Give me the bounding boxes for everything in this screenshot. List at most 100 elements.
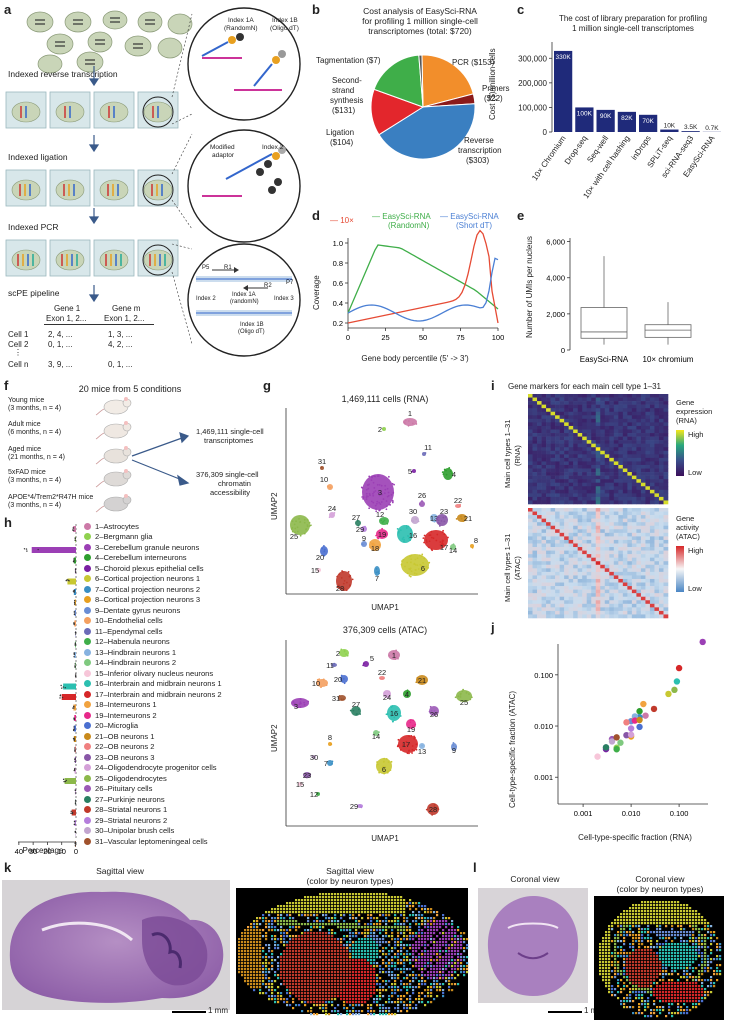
z3-index3: Index 3	[274, 296, 294, 302]
legend-swatch	[84, 522, 91, 530]
heatmap-cell	[613, 600, 619, 605]
spatial-spot	[349, 965, 352, 968]
matrix-divider	[44, 324, 154, 325]
heatmap-cell	[609, 525, 615, 530]
heatmap-cell	[618, 418, 624, 423]
heatmap-cell	[663, 610, 669, 615]
umap-point	[415, 518, 418, 521]
heatmap-cell	[604, 586, 610, 590]
umap-cluster-label: 21	[464, 514, 472, 523]
heatmap-cell	[627, 571, 633, 576]
spatial-spot	[385, 893, 388, 896]
spatial-spot	[400, 980, 403, 983]
i-atac-high: High	[688, 546, 704, 555]
umap-point	[338, 587, 341, 589]
spatial-spot	[250, 950, 253, 953]
heatmap-cell	[546, 600, 551, 605]
heatmap-cell	[649, 450, 655, 455]
heatmap-cell	[559, 454, 565, 459]
umap-cluster-label: 23	[303, 771, 311, 780]
heatmap-cell	[564, 411, 569, 416]
heatmap-cell	[537, 603, 542, 608]
spatial-spot	[277, 956, 280, 959]
heatmap-cell	[541, 561, 547, 566]
spatial-spot	[280, 971, 283, 974]
spatial-spot	[400, 908, 403, 911]
spatial-spot	[307, 938, 310, 941]
spatial-spot	[406, 968, 409, 971]
heatmap-cell	[658, 543, 664, 548]
spatial-spot	[379, 932, 382, 935]
umap-point	[340, 698, 343, 701]
heatmap-cell	[541, 607, 547, 612]
heatmap-cell	[541, 554, 547, 558]
heatmap-cell	[636, 557, 642, 562]
heatmap-cell	[663, 433, 669, 437]
spatial-spot	[322, 983, 325, 986]
umap-cluster-label: 25	[460, 698, 468, 707]
heatmap-cell	[555, 450, 560, 455]
spatial-spot	[328, 980, 331, 983]
umap-point	[395, 710, 398, 713]
heatmap-cell	[582, 532, 588, 537]
heatmap-cell	[649, 561, 655, 566]
spatial-spot	[421, 932, 424, 935]
heatmap-cell	[555, 436, 560, 441]
heatmap-cell	[627, 518, 633, 523]
heatmap-cell	[649, 582, 655, 587]
heatmap-cell	[591, 440, 597, 444]
spatial-spot	[340, 974, 343, 977]
umap-point	[331, 763, 333, 765]
spatial-spot	[343, 929, 346, 932]
heatmap-cell	[658, 589, 664, 594]
spatial-spot	[250, 986, 253, 989]
heatmap-cell	[573, 436, 578, 441]
h-dot	[73, 656, 75, 658]
spatial-spot	[241, 950, 244, 953]
legend-item: 18–Interneurons 1	[84, 700, 157, 711]
spatial-spot	[346, 926, 349, 929]
spatial-spot	[322, 902, 325, 905]
h-bar	[73, 736, 76, 742]
spatial-spot	[409, 962, 412, 965]
d-legend-10x: — 10×	[330, 216, 354, 225]
k-right-title2: (color by neuron types)	[306, 876, 394, 886]
spatial-spot	[364, 983, 367, 986]
heatmap-cell	[604, 536, 610, 541]
heatmap-cell	[663, 589, 669, 594]
heatmap-cell	[591, 578, 597, 583]
heatmap-cell	[564, 578, 569, 583]
spatial-spot	[361, 962, 364, 965]
heatmap-cell	[528, 440, 533, 444]
h-dot	[74, 665, 76, 667]
umap-point	[402, 558, 405, 561]
heatmap-cell	[649, 571, 655, 576]
spatial-spot	[256, 983, 259, 986]
umap-point	[382, 677, 384, 680]
heatmap-cell	[532, 511, 538, 516]
h-bar	[64, 778, 76, 784]
heatmap-cell	[613, 468, 619, 473]
umap-point	[385, 508, 388, 511]
spatial-spot	[301, 992, 304, 995]
i-rna-colorbar	[676, 430, 684, 476]
heatmap-cell	[564, 550, 569, 555]
spatial-spot	[334, 950, 337, 953]
mouse-group-name: APOE*4/Trem2*R47H mice	[8, 494, 94, 501]
y-tick-label: 0.2	[333, 319, 343, 328]
h-dot	[64, 780, 67, 783]
spatial-spot	[244, 971, 247, 974]
spatial-spot	[397, 977, 400, 980]
spatial-spot	[424, 956, 427, 959]
heatmap-cell	[604, 457, 610, 462]
heatmap-cell	[649, 508, 655, 512]
heatmap-cell	[546, 447, 551, 452]
legend-item: 14–Hindbrain neurons 2	[84, 658, 176, 669]
umap-point	[290, 528, 293, 530]
heatmap-cell	[559, 607, 565, 612]
h-dot	[70, 812, 72, 814]
heatmap-cell	[631, 550, 637, 555]
h-dot	[72, 729, 75, 731]
heatmap-cell	[595, 454, 601, 459]
heatmap-cell	[645, 554, 651, 558]
